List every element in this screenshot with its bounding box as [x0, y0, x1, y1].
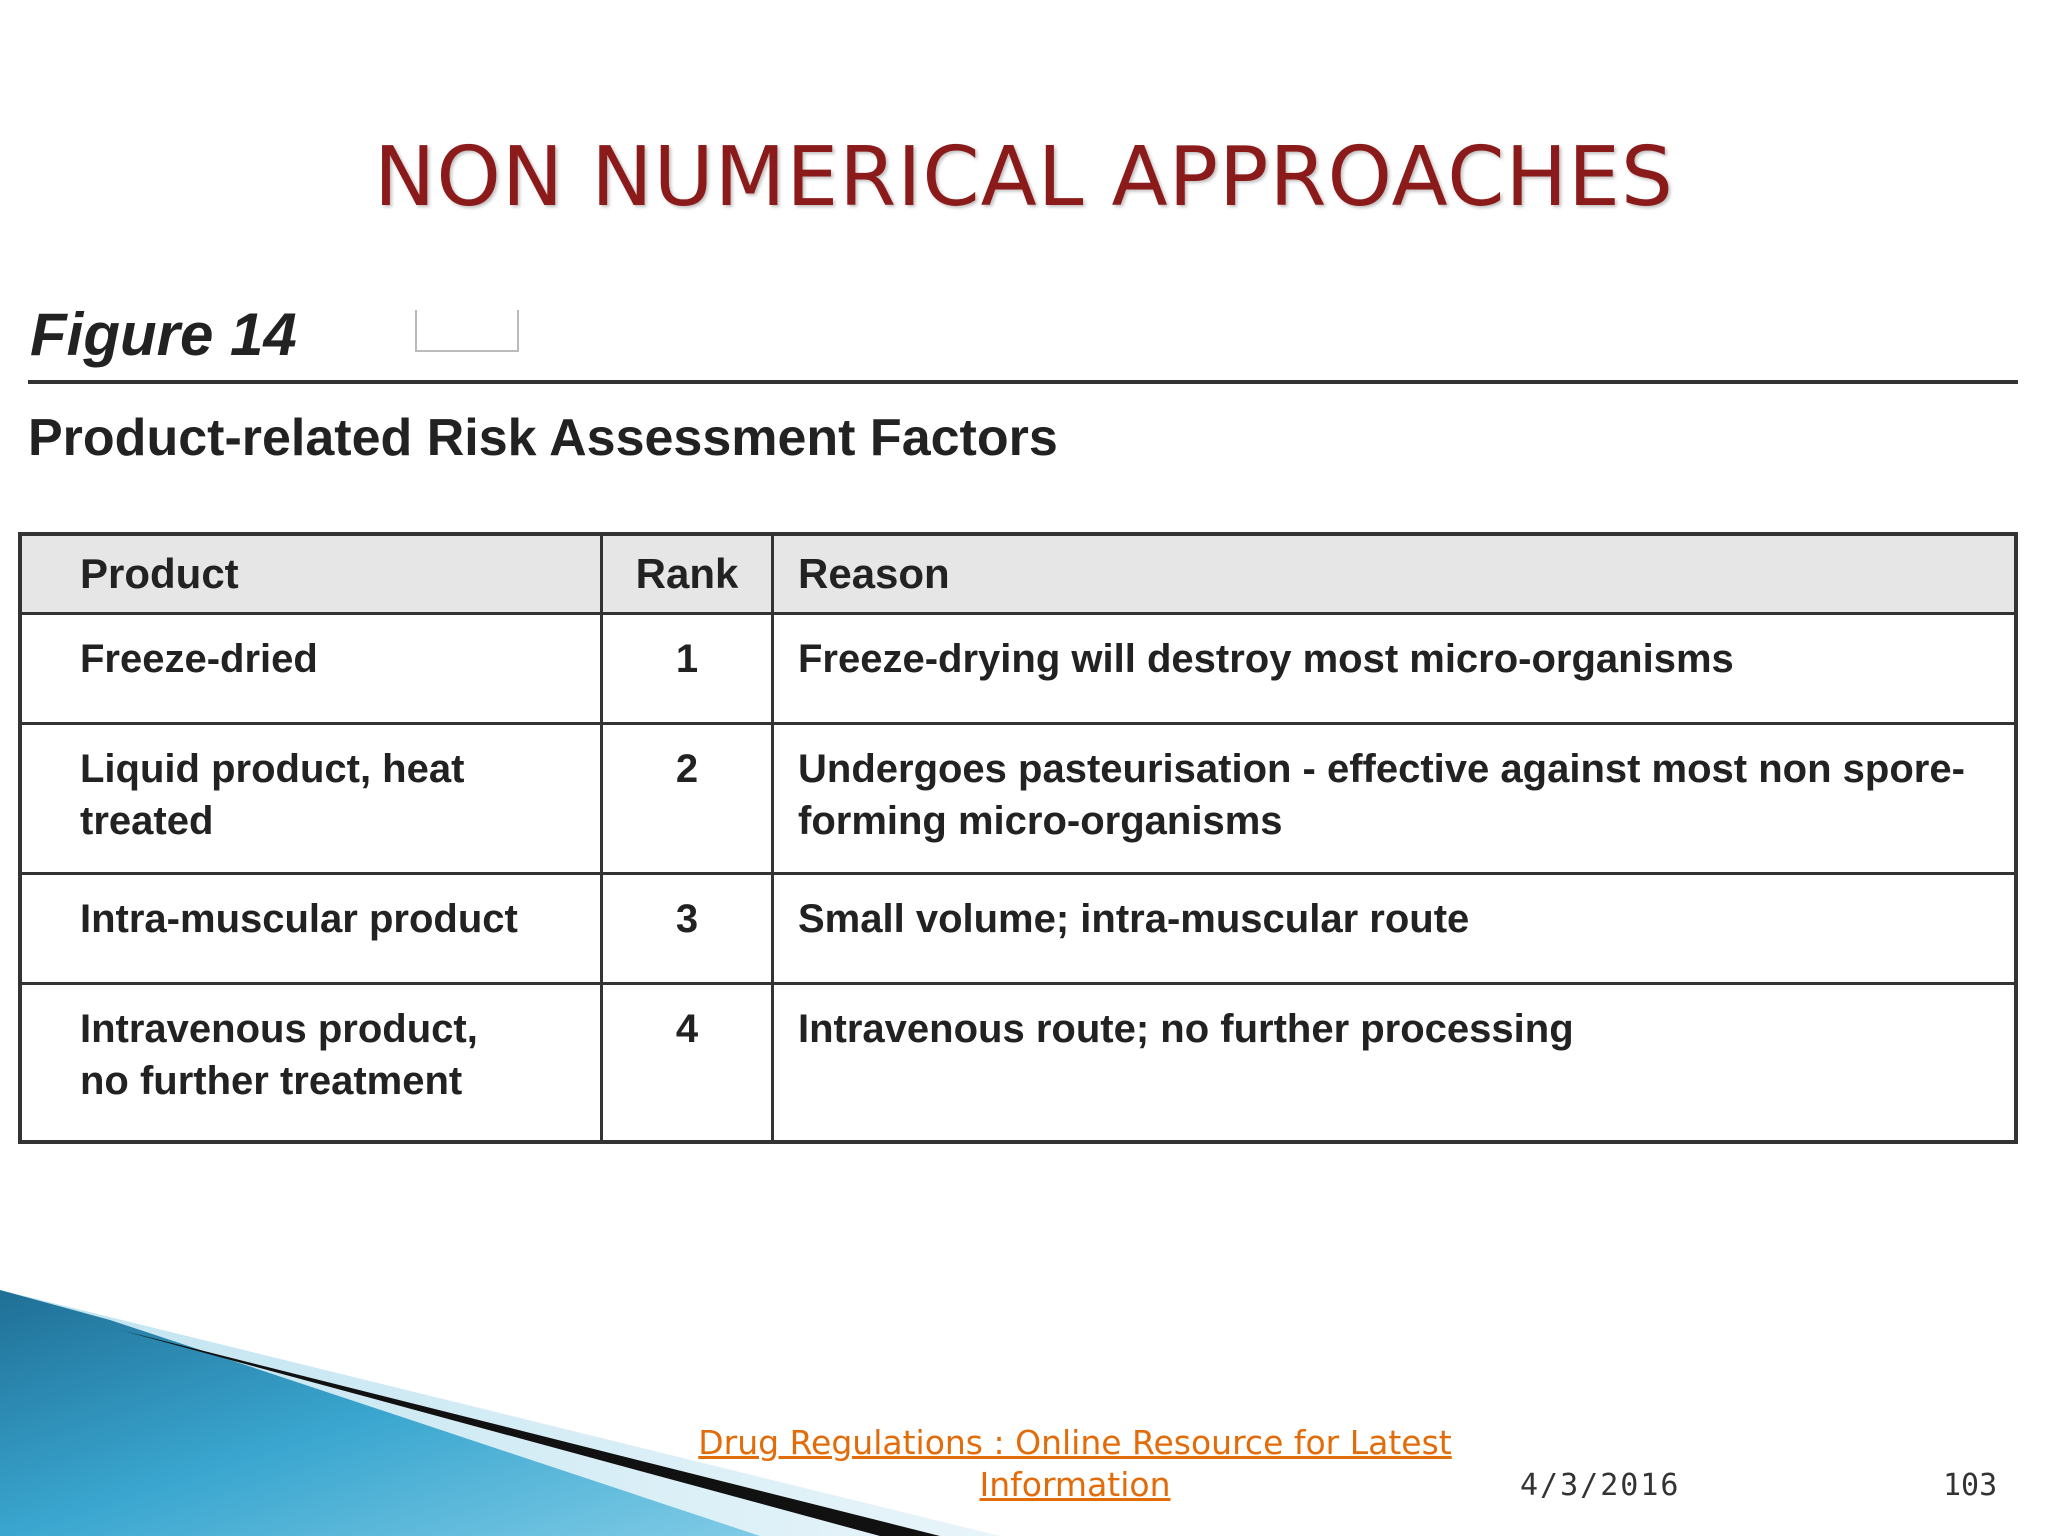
- figure-caption: Product-related Risk Assessment Factors: [28, 409, 1058, 467]
- risk-assessment-table: Product Rank Reason Freeze-dried 1 Freez…: [18, 532, 2018, 1144]
- slide-title: NON NUMERICAL APPROACHES: [374, 130, 1674, 225]
- cell-product: Freeze-dried: [18, 612, 603, 725]
- product-line: Intra-muscular product: [80, 897, 518, 941]
- cell-reason: Undergoes pasteurisation - effective aga…: [771, 722, 2018, 875]
- figure-placeholder-box: [415, 310, 519, 352]
- footer-resource-link[interactable]: Drug Regulations : Online Resource for L…: [690, 1422, 1460, 1506]
- table-row: Intravenous product, no further treatmen…: [18, 982, 2018, 1144]
- table-row: Freeze-dried 1 Freeze-drying will destro…: [18, 612, 2018, 725]
- footer-link-line2[interactable]: Information: [979, 1465, 1171, 1504]
- header-rank: Rank: [600, 532, 774, 615]
- figure-label: Figure 14: [30, 301, 297, 368]
- header-product: Product: [18, 532, 603, 615]
- cell-rank: 1: [600, 612, 774, 725]
- product-line: no further treatment: [80, 1059, 463, 1103]
- cell-rank: 3: [600, 872, 774, 985]
- page-number: 103: [1943, 1468, 1998, 1503]
- table-header-row: Product Rank Reason: [18, 532, 2018, 615]
- cell-product: Liquid product, heat treated: [18, 722, 603, 875]
- header-reason: Reason: [771, 532, 2018, 615]
- product-line: Intravenous product,: [80, 1007, 478, 1051]
- table-row: Intra-muscular product 3 Small volume; i…: [18, 872, 2018, 985]
- swoosh-blue: [0, 1290, 760, 1536]
- product-line: Freeze-dried: [80, 637, 318, 681]
- figure-divider: [28, 380, 2018, 384]
- footer-link-line1[interactable]: Drug Regulations : Online Resource for L…: [698, 1423, 1452, 1462]
- cell-product: Intravenous product, no further treatmen…: [18, 982, 603, 1144]
- cell-reason: Freeze-drying will destroy most micro-or…: [771, 612, 2018, 725]
- cell-reason: Small volume; intra-muscular route: [771, 872, 2018, 985]
- footer-date: 4/3/2016: [1520, 1468, 1681, 1503]
- cell-rank: 2: [600, 722, 774, 875]
- swoosh-dark: [120, 1330, 940, 1536]
- cell-rank: 4: [600, 982, 774, 1144]
- product-line: Liquid product, heat treated: [80, 747, 465, 843]
- cell-reason: Intravenous route; no further processing: [771, 982, 2018, 1144]
- decorative-swoosh: [0, 1290, 1000, 1536]
- table-row: Liquid product, heat treated 2 Undergoes…: [18, 722, 2018, 875]
- cell-product: Intra-muscular product: [18, 872, 603, 985]
